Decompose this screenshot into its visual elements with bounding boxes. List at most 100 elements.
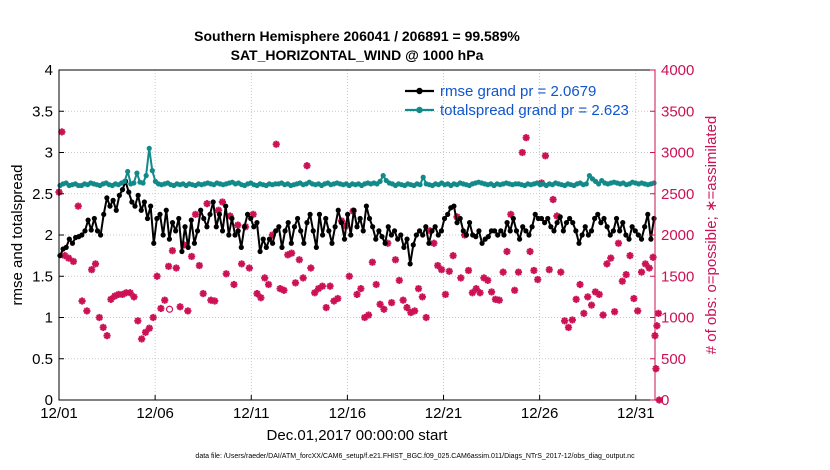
series-point-rmse xyxy=(266,236,273,242)
y-right-tick-label: 500 xyxy=(661,351,686,368)
x-tick-label: 12/06 xyxy=(136,405,174,422)
obs-assimilated-marker xyxy=(645,264,653,272)
series-point-rmse xyxy=(66,236,72,242)
obs-assimilated-marker xyxy=(291,279,300,287)
series-point-rmse xyxy=(63,244,69,250)
series-point-rmse xyxy=(304,220,310,226)
series-point-rmse xyxy=(257,248,263,255)
series-point-rmse xyxy=(388,232,394,238)
series-point-rmse xyxy=(363,203,369,209)
obs-assimilated-marker xyxy=(222,270,230,278)
legend-spread-label: totalspread grand pr = 2.623 xyxy=(440,102,629,119)
series-point-rmse xyxy=(617,228,623,234)
series-point-rmse xyxy=(642,224,648,230)
obs-assimilated-marker xyxy=(318,282,326,290)
series-point-rmse xyxy=(238,244,244,250)
series-point-rmse xyxy=(129,199,135,205)
series-point-rmse xyxy=(248,215,254,222)
series-point-rmse xyxy=(285,220,291,226)
series-point-rmse xyxy=(648,236,654,242)
series-point-rmse xyxy=(307,211,313,217)
series-point-rmse xyxy=(476,228,482,234)
obs-assimilated-marker xyxy=(257,294,265,302)
obs-assimilated-marker xyxy=(391,256,400,264)
series-point-rmse xyxy=(410,242,416,248)
obs-assimilated-marker xyxy=(74,202,82,210)
series-point-rmse xyxy=(185,244,191,250)
obs-assimilated-marker xyxy=(353,290,361,298)
series-point-spread xyxy=(131,180,137,186)
series-point-rmse xyxy=(223,203,229,209)
obs-assimilated-marker xyxy=(599,311,607,319)
x-tick-label: 12/16 xyxy=(329,405,367,422)
series-point-rmse xyxy=(176,215,182,222)
series-point-rmse xyxy=(576,240,582,246)
series-point-rmse xyxy=(269,240,276,246)
x-tick-label: 12/26 xyxy=(521,405,559,422)
series-point-rmse xyxy=(373,236,379,242)
series-point-rmse xyxy=(338,220,344,226)
series-point-rmse xyxy=(573,228,579,234)
obs-assimilated-marker xyxy=(288,249,296,257)
series-point-rmse xyxy=(229,215,235,222)
obs-assimilated-marker xyxy=(345,272,353,280)
obs-assimilated-marker xyxy=(580,309,588,317)
series-point-rmse xyxy=(645,211,651,217)
series-point-rmse xyxy=(501,232,507,238)
series-point-rmse xyxy=(110,197,116,203)
y-right-tick-label: 4000 xyxy=(661,62,694,79)
series-point-rmse xyxy=(432,224,438,230)
series-point-rmse xyxy=(620,220,626,226)
obs-assimilated-marker xyxy=(568,316,576,324)
series-point-rmse xyxy=(529,224,535,230)
series-point-rmse xyxy=(466,220,473,226)
series-point-rmse xyxy=(438,228,445,234)
legend: rmse grand pr = 2.0679 totalspread grand… xyxy=(405,83,629,119)
obs-assimilated-marker xyxy=(380,305,388,313)
series-point-rmse xyxy=(538,215,545,222)
series-point-rmse xyxy=(479,240,485,246)
series-point-rmse xyxy=(407,261,413,267)
series-point-rmse xyxy=(298,228,304,234)
obs-assimilated-marker xyxy=(503,247,511,256)
obs-possible-marker xyxy=(165,305,174,313)
series-point-spread xyxy=(140,180,146,186)
series-point-rmse xyxy=(532,211,538,217)
series-point-rmse xyxy=(385,224,391,230)
obs-assimilated-marker xyxy=(630,294,638,303)
obs-assimilated-marker xyxy=(518,148,526,157)
obs-assimilated-marker xyxy=(245,264,253,272)
obs-assimilated-marker xyxy=(368,258,376,266)
obs-assimilated-marker xyxy=(134,317,142,325)
series-point-rmse xyxy=(291,224,298,230)
series-point-rmse xyxy=(510,215,516,222)
obs-assimilated-marker xyxy=(534,275,542,284)
obs-assimilated-marker xyxy=(176,303,184,311)
obs-assimilated-marker xyxy=(411,307,419,315)
series-point-rmse xyxy=(169,220,176,226)
obs-assimilated-marker xyxy=(637,268,646,276)
series-point-rmse xyxy=(567,215,573,222)
series-point-rmse xyxy=(570,220,576,226)
y-left-tick-label: 1 xyxy=(45,310,53,327)
series-point-rmse xyxy=(520,224,526,230)
series-point-rmse xyxy=(107,203,113,209)
series-point-rmse xyxy=(391,228,398,234)
series-point-rmse xyxy=(126,189,132,195)
series-point-rmse xyxy=(57,253,63,259)
obs-assimilated-marker xyxy=(307,264,315,272)
obs-assimilated-marker xyxy=(372,280,380,289)
series-point-rmse xyxy=(323,215,329,222)
obs-assimilated-marker xyxy=(437,266,446,274)
series-point-rmse xyxy=(201,215,207,222)
series-point-rmse xyxy=(585,232,591,238)
series-point-spread xyxy=(417,182,423,188)
series-point-rmse xyxy=(426,240,432,246)
obs-assimilated-marker xyxy=(495,296,503,304)
series-point-rmse xyxy=(160,232,166,238)
series-point-spread xyxy=(122,178,128,184)
obs-assimilated-marker xyxy=(530,266,538,275)
obs-assimilated-marker xyxy=(595,290,603,298)
series-point-rmse xyxy=(485,234,491,240)
series-point-rmse xyxy=(119,187,126,193)
